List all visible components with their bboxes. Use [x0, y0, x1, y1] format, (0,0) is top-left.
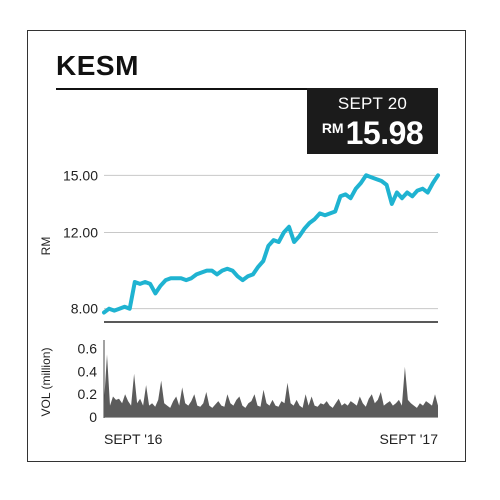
x-tick-label: SEPT '16 — [104, 431, 163, 447]
price-value: 15.98 — [345, 115, 424, 151]
volume-tick-label: 0.6 — [78, 341, 98, 357]
price-series-line — [102, 173, 440, 315]
volume-series-area — [104, 354, 438, 417]
price-tick-label: 15.00 — [63, 167, 98, 183]
volume-axis-label: VOL (million) — [39, 348, 53, 417]
volume-tick-label: 0 — [89, 409, 97, 425]
price-tick-label: 12.00 — [63, 224, 98, 240]
volume-tick-label: 0.2 — [78, 386, 98, 402]
x-tick-label: SEPT '17 — [380, 431, 439, 447]
price-tick-labels: 8.00 12.00 15.00 — [63, 167, 98, 316]
price-currency: RM — [321, 120, 344, 136]
title-rule — [56, 88, 438, 90]
volume-tick-labels: 0.6 0.4 0.2 0 — [78, 341, 98, 425]
price-line: RM15.98 — [307, 115, 438, 152]
price-gridlines — [104, 174, 438, 310]
volume-tick-label: 0.4 — [78, 363, 98, 379]
price-box: SEPT 20 RM15.98 — [307, 88, 438, 154]
ticker-title: KESM — [56, 50, 139, 81]
x-tick-labels: SEPT '16 SEPT '17 — [104, 431, 438, 447]
price-date: SEPT 20 — [337, 94, 408, 113]
price-axis-label: RM — [39, 237, 53, 256]
price-tick-label: 8.00 — [71, 301, 98, 317]
